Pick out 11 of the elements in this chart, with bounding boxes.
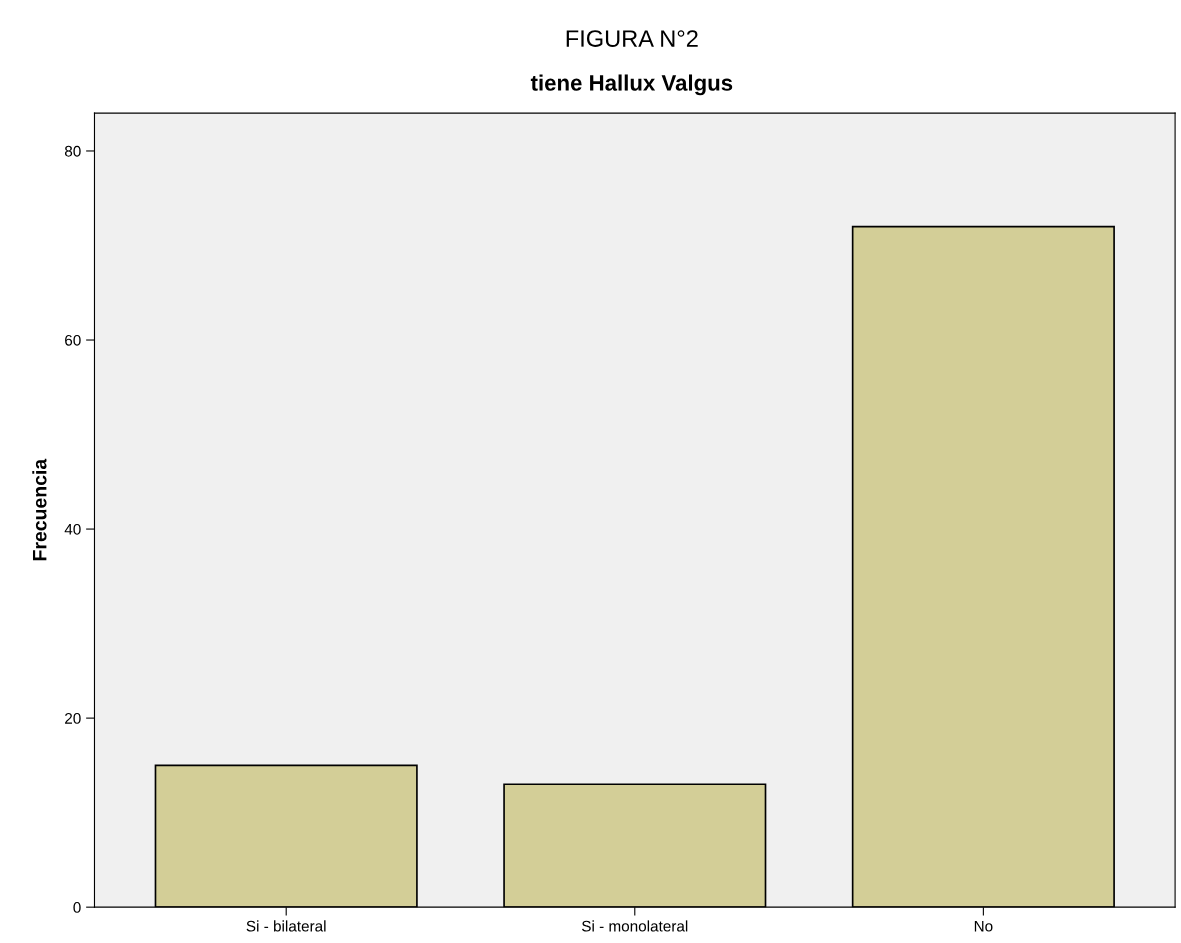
x-tick-label: No [974,920,993,932]
y-tick-label: 60 [65,334,81,346]
x-tick-label: Si - monolateral [581,920,688,932]
y-axis-title: Frecuencia [32,458,47,561]
chart-subtitle: tiene Hallux Valgus [530,74,733,96]
y-tick-label: 80 [64,145,81,157]
y-tick-label: 40 [64,523,81,535]
y-tick-label: 20 [65,712,81,724]
chart-title: FIGURA N°2 [566,30,698,47]
x-tick-label: Si - bilateral [246,920,326,932]
y-tick-label: 0 [73,902,81,913]
